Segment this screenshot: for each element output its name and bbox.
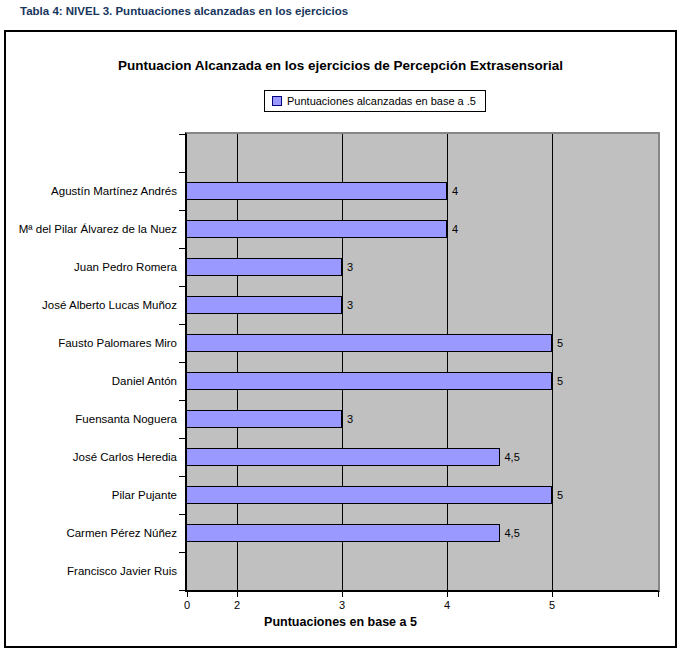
bar-value-label: 4,5: [505, 524, 520, 542]
category-label: Juan Pedro Romera: [74, 248, 177, 286]
plot-area: 02345Agustín Martínez Andrés4Mª del Pila…: [185, 132, 660, 592]
x-axis-tick-label: 2: [234, 599, 240, 611]
gridline: [342, 134, 343, 590]
category-label: Francisco Javier Ruis: [67, 552, 177, 590]
x-axis-tick-label: 0: [184, 599, 190, 611]
bar: [187, 524, 500, 542]
y-axis-tick: [179, 248, 186, 249]
x-axis-tick-label: 3: [339, 599, 345, 611]
x-axis-tick: [237, 592, 238, 597]
y-axis-tick: [179, 172, 186, 173]
bar: [187, 182, 447, 200]
legend-label: Puntuaciones alcanzadas en base a .5: [287, 95, 476, 107]
category-label: José Alberto Lucas Muñoz: [42, 286, 177, 324]
y-axis-tick: [179, 286, 186, 287]
bar: [187, 220, 447, 238]
category-label: Carmen Pérez Núñez: [66, 514, 177, 552]
bar: [187, 372, 552, 390]
category-label: Fausto Palomares Miro: [58, 324, 177, 362]
x-axis-tick: [187, 592, 188, 597]
bar: [187, 258, 342, 276]
x-axis-tick-label: 5: [549, 599, 555, 611]
table-caption: Tabla 4: NIVEL 3. Puntuaciones alcanzada…: [20, 5, 348, 17]
y-axis-tick: [179, 324, 186, 325]
y-axis-tick: [179, 210, 186, 211]
x-axis-tick-label: 4: [444, 599, 450, 611]
y-axis-tick: [179, 552, 186, 553]
y-axis-tick: [179, 362, 186, 363]
chart-title: Puntuacion Alcanzada en los ejercicios d…: [6, 58, 675, 73]
y-axis-tick: [179, 590, 186, 591]
x-axis-tick: [658, 592, 659, 597]
y-axis-tick: [179, 438, 186, 439]
chart-container: Puntuacion Alcanzada en los ejercicios d…: [4, 30, 677, 648]
bar-value-label: 5: [557, 372, 563, 390]
bar-value-label: 5: [557, 486, 563, 504]
category-label: José Carlos Heredia: [73, 438, 177, 476]
x-axis-tick: [342, 592, 343, 597]
gridline: [237, 134, 238, 590]
y-axis-tick: [179, 400, 186, 401]
gridline: [552, 134, 553, 590]
bar-value-label: 4,5: [505, 448, 520, 466]
category-label: Daniel Antón: [112, 362, 177, 400]
category-label: Pilar Pujante: [112, 476, 177, 514]
bar-value-label: 3: [347, 296, 353, 314]
y-axis-tick: [179, 476, 186, 477]
bar-value-label: 5: [557, 334, 563, 352]
category-label: Agustín Martínez Andrés: [51, 172, 177, 210]
document-page: Tabla 4: NIVEL 3. Puntuaciones alcanzada…: [0, 0, 681, 653]
bar: [187, 296, 342, 314]
bar-value-label: 3: [347, 410, 353, 428]
bar-value-label: 3: [347, 258, 353, 276]
bar: [187, 410, 342, 428]
bar: [187, 334, 552, 352]
category-label: Mª del Pilar Álvarez de la Nuez: [19, 210, 177, 248]
x-axis-tick: [552, 592, 553, 597]
bar: [187, 448, 500, 466]
x-axis-title: Puntuaciones en base a 5: [6, 615, 675, 629]
bar: [187, 486, 552, 504]
category-label: Fuensanta Noguera: [75, 400, 177, 438]
gridline: [447, 134, 448, 590]
y-axis-tick: [179, 514, 186, 515]
legend-swatch-icon: [272, 96, 282, 106]
x-axis-tick: [447, 592, 448, 597]
chart-legend: Puntuaciones alcanzadas en base a .5: [264, 90, 486, 112]
y-axis-tick: [179, 134, 186, 135]
bar-value-label: 4: [452, 182, 458, 200]
bar-value-label: 4: [452, 220, 458, 238]
